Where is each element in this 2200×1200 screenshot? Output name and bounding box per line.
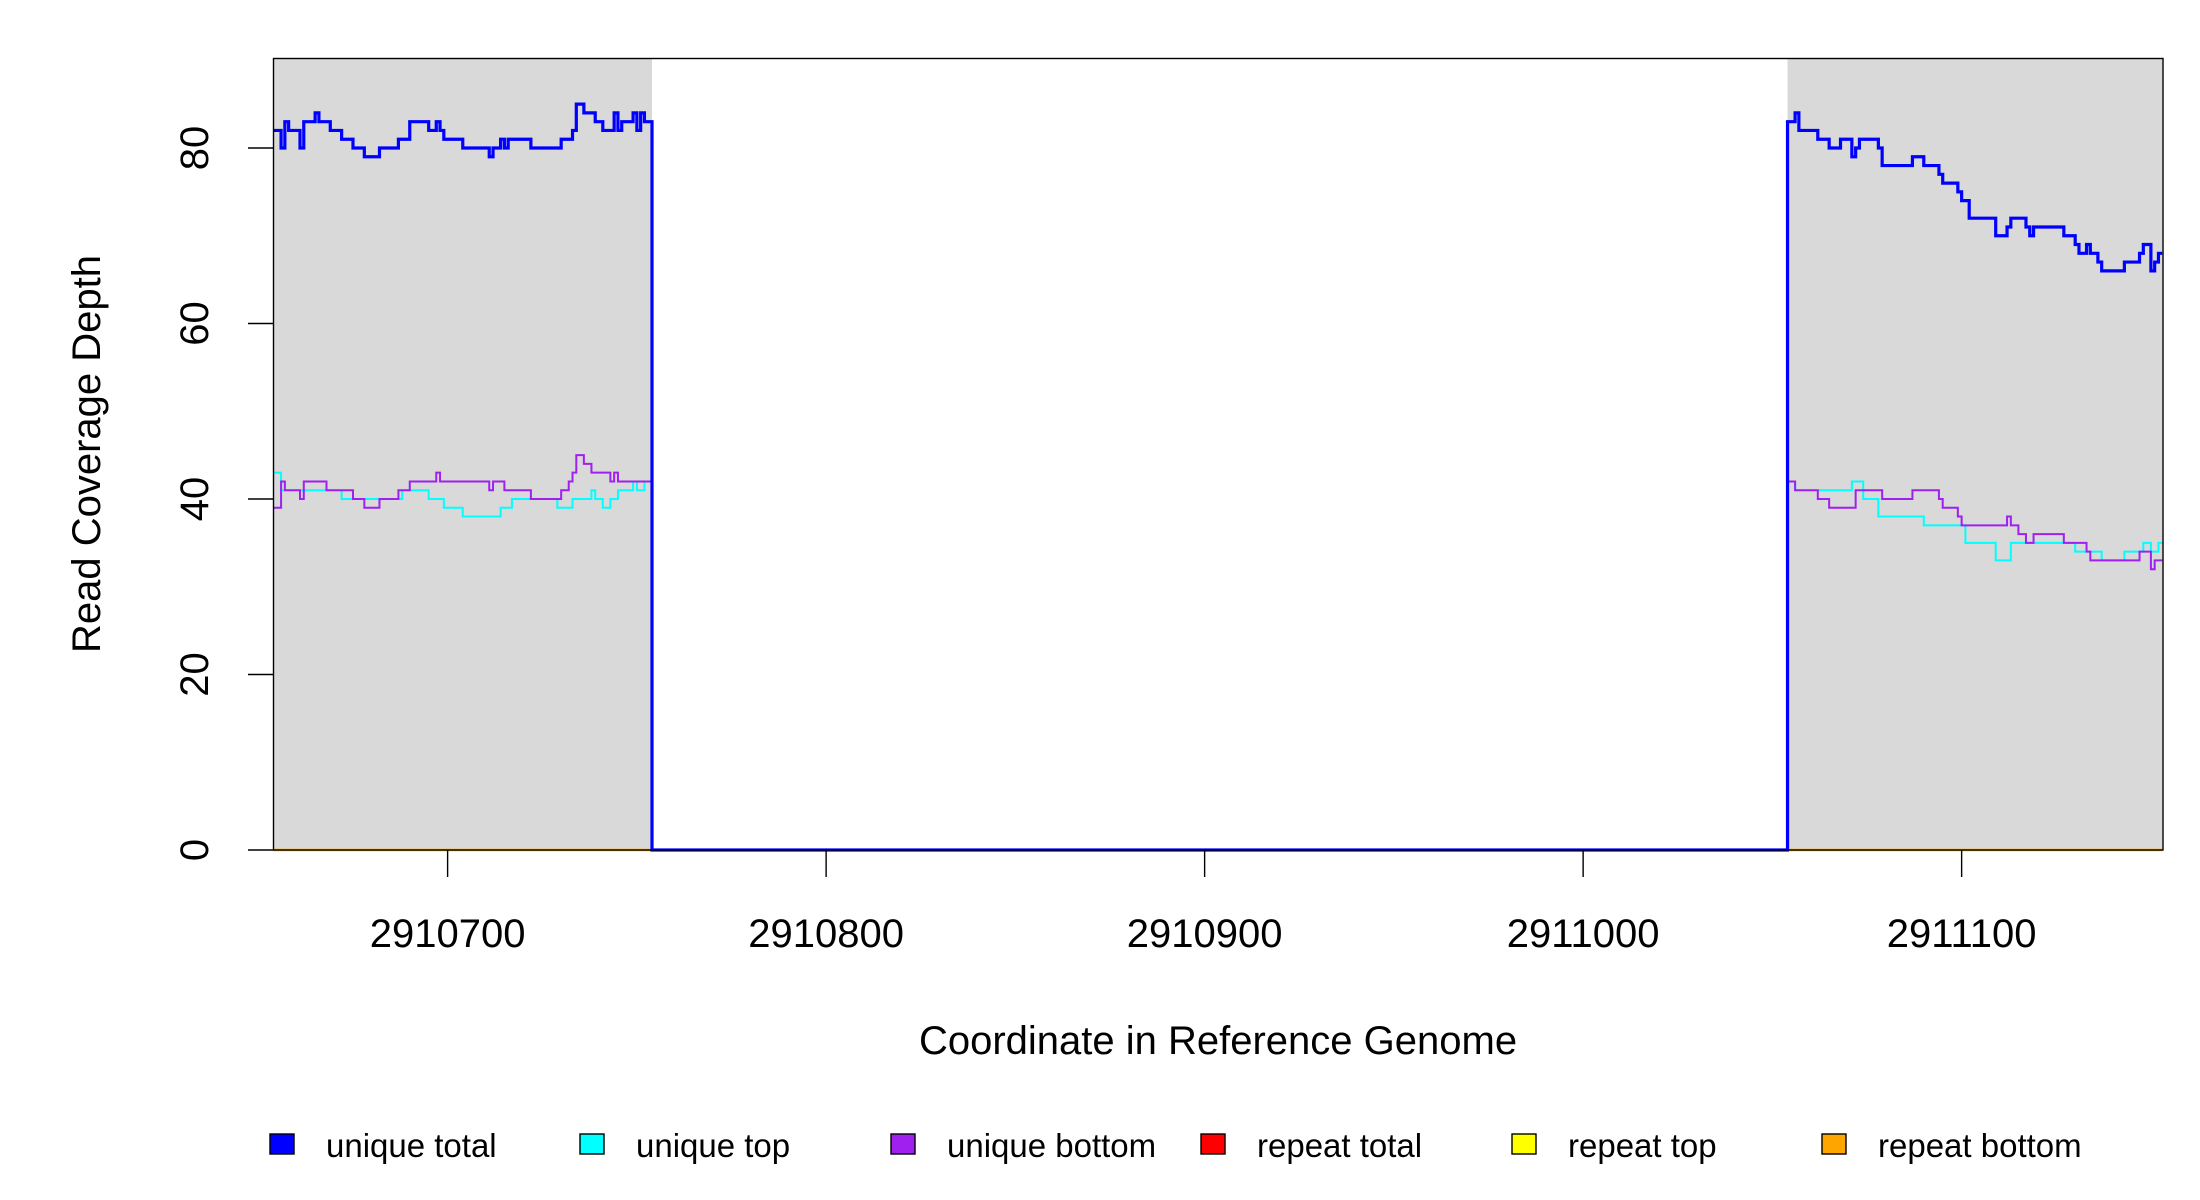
shaded-region [1787, 58, 2163, 850]
x-tick-label: 2910900 [1127, 912, 1283, 956]
y-tick-label: 60 [173, 301, 217, 346]
legend-label: repeat total [1257, 1127, 1422, 1164]
y-tick-label: 0 [173, 839, 217, 861]
legend-label: unique total [326, 1127, 497, 1164]
series-line-unique-total [273, 102, 2163, 852]
shaded-regions [273, 58, 2163, 850]
x-axis: 2910700 2910800 2910900 2911000 2911100 [370, 850, 2037, 956]
x-axis-label: Coordinate in Reference Genome [919, 1019, 1517, 1063]
y-tick-label: 20 [173, 652, 217, 697]
legend-label: repeat bottom [1878, 1127, 2082, 1164]
legend-swatch [1511, 1133, 1537, 1155]
y-axis-label: Read Coverage Depth [65, 255, 109, 653]
legend-swatch [890, 1133, 916, 1155]
legend-swatch [269, 1133, 295, 1155]
series-line-unique-top [273, 471, 2163, 851]
legend-swatch [1200, 1133, 1226, 1155]
legend-swatch [1821, 1133, 1847, 1155]
y-tick-label: 80 [173, 126, 217, 171]
x-tick-label: 2910800 [748, 912, 904, 956]
legend-label: repeat top [1568, 1127, 1717, 1164]
legend-label: unique top [636, 1127, 790, 1164]
x-tick-label: 2911100 [1887, 912, 2037, 956]
y-axis: 0 20 40 60 80 [173, 126, 274, 861]
x-tick-label: 2911000 [1507, 912, 1660, 956]
shaded-region [273, 58, 653, 850]
x-tick-label: 2910700 [370, 912, 526, 956]
y-tick-label: 40 [173, 477, 217, 521]
legend-label: unique bottom [947, 1127, 1156, 1164]
legend-swatch [579, 1133, 605, 1155]
series-line-unique-bottom [273, 454, 2163, 851]
legend: unique total unique top unique bottom repea… [269, 1127, 2082, 1164]
plot-frame [272, 57, 2164, 851]
